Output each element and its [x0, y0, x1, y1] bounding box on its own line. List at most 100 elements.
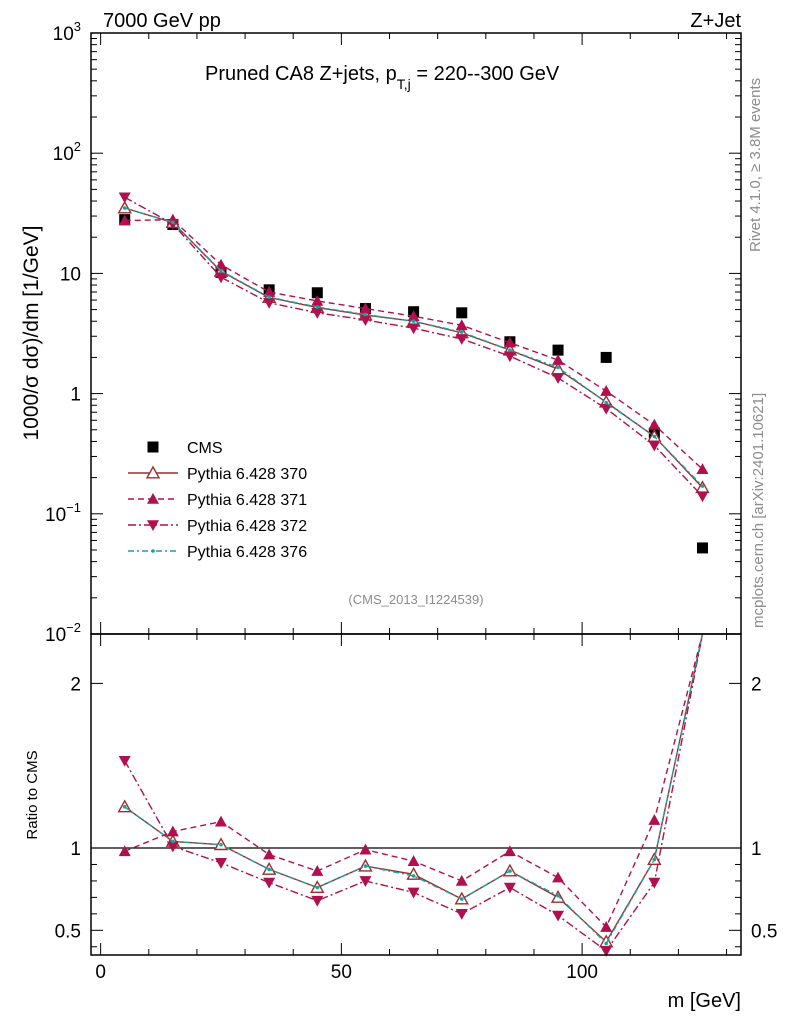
- header-left: 7000 GeV pp: [103, 10, 221, 32]
- ratio-y-axis-label: Ratio to CMS: [24, 750, 41, 839]
- legend-marker-pythia-6-428-371: [147, 493, 159, 504]
- ratio-point-pythia-6-428-371: [648, 814, 661, 825]
- ratio-point-pythia-6-428-376: [652, 857, 657, 862]
- data-point-pythia-6-428-372: [600, 403, 613, 415]
- main-plot-marks: [117, 192, 710, 554]
- ratio-line-pythia-6-428-371: [124, 633, 704, 929]
- ratio-y-tick-label-right: 2: [751, 674, 762, 695]
- data-point-cms: [600, 351, 612, 363]
- data-point-pythia-6-428-376: [700, 484, 705, 488]
- ratio-point-pythia-6-428-371: [118, 845, 131, 857]
- ratio-axis-ticks: 0 50 100 0.5 0.5 1 1 2 2: [55, 634, 777, 983]
- data-point-pythia-6-428-372: [263, 297, 276, 309]
- y-tick-label: 10: [60, 264, 81, 285]
- ratio-y-tick-label-right: 1: [751, 839, 762, 860]
- legend-marker-pythia-6-428-372: [147, 520, 159, 531]
- ratio-point-pythia-6-428-372: [166, 841, 179, 853]
- x-tick-label: 50: [331, 962, 352, 983]
- data-point-pythia-6-428-372: [696, 491, 709, 503]
- ratio-point-pythia-6-428-371: [263, 848, 276, 860]
- ratio-point-pythia-6-428-372: [118, 755, 131, 767]
- mcplots-label: mcplots.cern.ch [arXiv:2401.10621]: [750, 393, 767, 628]
- ratio-y-tick-label: 2: [70, 674, 81, 695]
- legend-marker-pythia-6-428-370: [145, 465, 161, 479]
- data-point-pythia-6-428-376: [508, 348, 512, 352]
- data-point-pythia-6-428-376: [171, 220, 175, 225]
- ratio-point-pythia-6-428-376: [219, 842, 223, 847]
- header-right: Z+Jet: [690, 10, 741, 32]
- ratio-point-pythia-6-428-376: [411, 874, 416, 878]
- data-point-pythia-6-428-372: [648, 440, 661, 452]
- legend: CMS Pythia 6.428 370 Pythia 6.428 371 Pythi…: [128, 440, 307, 561]
- data-point-pythia-6-428-371: [118, 214, 131, 226]
- legend-label-pythia-6-428-370: Pythia 6.428 370: [187, 466, 307, 483]
- ratio-point-pythia-6-428-376: [459, 897, 464, 901]
- data-point-pythia-6-428-376: [459, 330, 464, 334]
- ratio-point-pythia-6-428-371: [311, 865, 324, 876]
- y-tick-label: 10−1: [45, 500, 81, 526]
- data-point-cms: [552, 344, 564, 356]
- main-axis-ticks: 10−2 10−1 1 10 102 103: [45, 19, 741, 646]
- data-point-pythia-6-428-376: [315, 305, 320, 309]
- data-point-pythia-6-428-371: [600, 385, 613, 396]
- y-axis-label: 1000/σ dσ)/dm [1/GeV]: [20, 225, 43, 440]
- data-point-pythia-6-428-376: [411, 319, 416, 324]
- ratio-point-pythia-6-428-372: [455, 909, 468, 920]
- ratio-point-pythia-6-428-371: [407, 855, 420, 866]
- ratio-point-pythia-6-428-376: [556, 893, 560, 898]
- data-point-pythia-6-428-372: [455, 334, 468, 345]
- ratio-point-pythia-6-428-376: [171, 839, 175, 844]
- x-tick-label: 100: [566, 962, 598, 983]
- ratio-y-tick-label: 1: [70, 839, 81, 860]
- ratio-point-pythia-6-428-372: [215, 858, 227, 869]
- data-point-pythia-6-428-371: [215, 258, 227, 270]
- data-point-pythia-6-428-376: [363, 312, 368, 317]
- legend-label-pythia-6-428-371: Pythia 6.428 371: [187, 492, 307, 509]
- data-point-pythia-6-428-376: [267, 295, 271, 299]
- ratio-point-pythia-6-428-371: [215, 815, 227, 827]
- ratio-point-pythia-6-428-376: [122, 805, 127, 809]
- data-point-pythia-6-428-371: [503, 336, 516, 348]
- data-point-pythia-6-428-376: [556, 365, 560, 370]
- data-point-pythia-6-428-372: [118, 192, 131, 204]
- legend-marker-cms: [147, 441, 159, 453]
- data-point-pythia-6-428-372: [503, 351, 516, 363]
- ratio-point-pythia-6-428-372: [503, 882, 516, 894]
- ratio-point-pythia-6-428-376: [315, 885, 320, 890]
- ratio-point-pythia-6-428-376: [267, 867, 271, 872]
- rivet-label: Rivet 4.1.0, ≥ 3.8M events: [747, 78, 764, 252]
- data-point-cms: [696, 542, 708, 554]
- ratio-point-pythia-6-428-376: [604, 941, 608, 946]
- ratio-point-pythia-6-428-376: [508, 869, 512, 873]
- ratio-point-pythia-6-428-372: [552, 910, 565, 922]
- data-point-pythia-6-428-371: [455, 319, 468, 331]
- data-point-pythia-6-428-371: [552, 354, 565, 365]
- data-point-pythia-6-428-371: [696, 463, 709, 474]
- data-point-pythia-6-428-372: [215, 272, 227, 284]
- ratio-point-pythia-6-428-371: [166, 825, 179, 837]
- ratio-point-pythia-6-428-371: [600, 921, 613, 932]
- series-line-pythia-6-428-371: [124, 218, 703, 470]
- ratio-point-pythia-6-428-372: [600, 946, 613, 957]
- y-tick-label: 103: [53, 19, 81, 45]
- data-point-pythia-6-428-371: [359, 302, 372, 314]
- ratio-y-tick-label: 0.5: [55, 921, 81, 942]
- x-axis-label: m [GeV]: [668, 990, 741, 1012]
- data-point-cms: [456, 307, 468, 319]
- ratio-point-pythia-6-428-372: [359, 876, 372, 887]
- data-point-pythia-6-428-376: [122, 206, 127, 210]
- data-point-pythia-6-428-372: [311, 308, 324, 319]
- data-point-pythia-6-428-372: [407, 323, 420, 335]
- ratio-point-pythia-6-428-371: [359, 843, 372, 855]
- y-tick-label: 1: [70, 385, 81, 406]
- y-tick-label: 102: [53, 139, 81, 165]
- ratio-line-pythia-6-428-372: [124, 633, 704, 952]
- legend-label-pythia-6-428-376: Pythia 6.428 376: [187, 544, 307, 561]
- x-tick-label: 0: [95, 962, 106, 983]
- legend-marker-pythia-6-428-376: [151, 549, 155, 553]
- legend-label-cms: CMS: [187, 440, 223, 457]
- ratio-point-pythia-6-428-372: [263, 877, 276, 889]
- legend-label-pythia-6-428-372: Pythia 6.428 372: [187, 518, 307, 535]
